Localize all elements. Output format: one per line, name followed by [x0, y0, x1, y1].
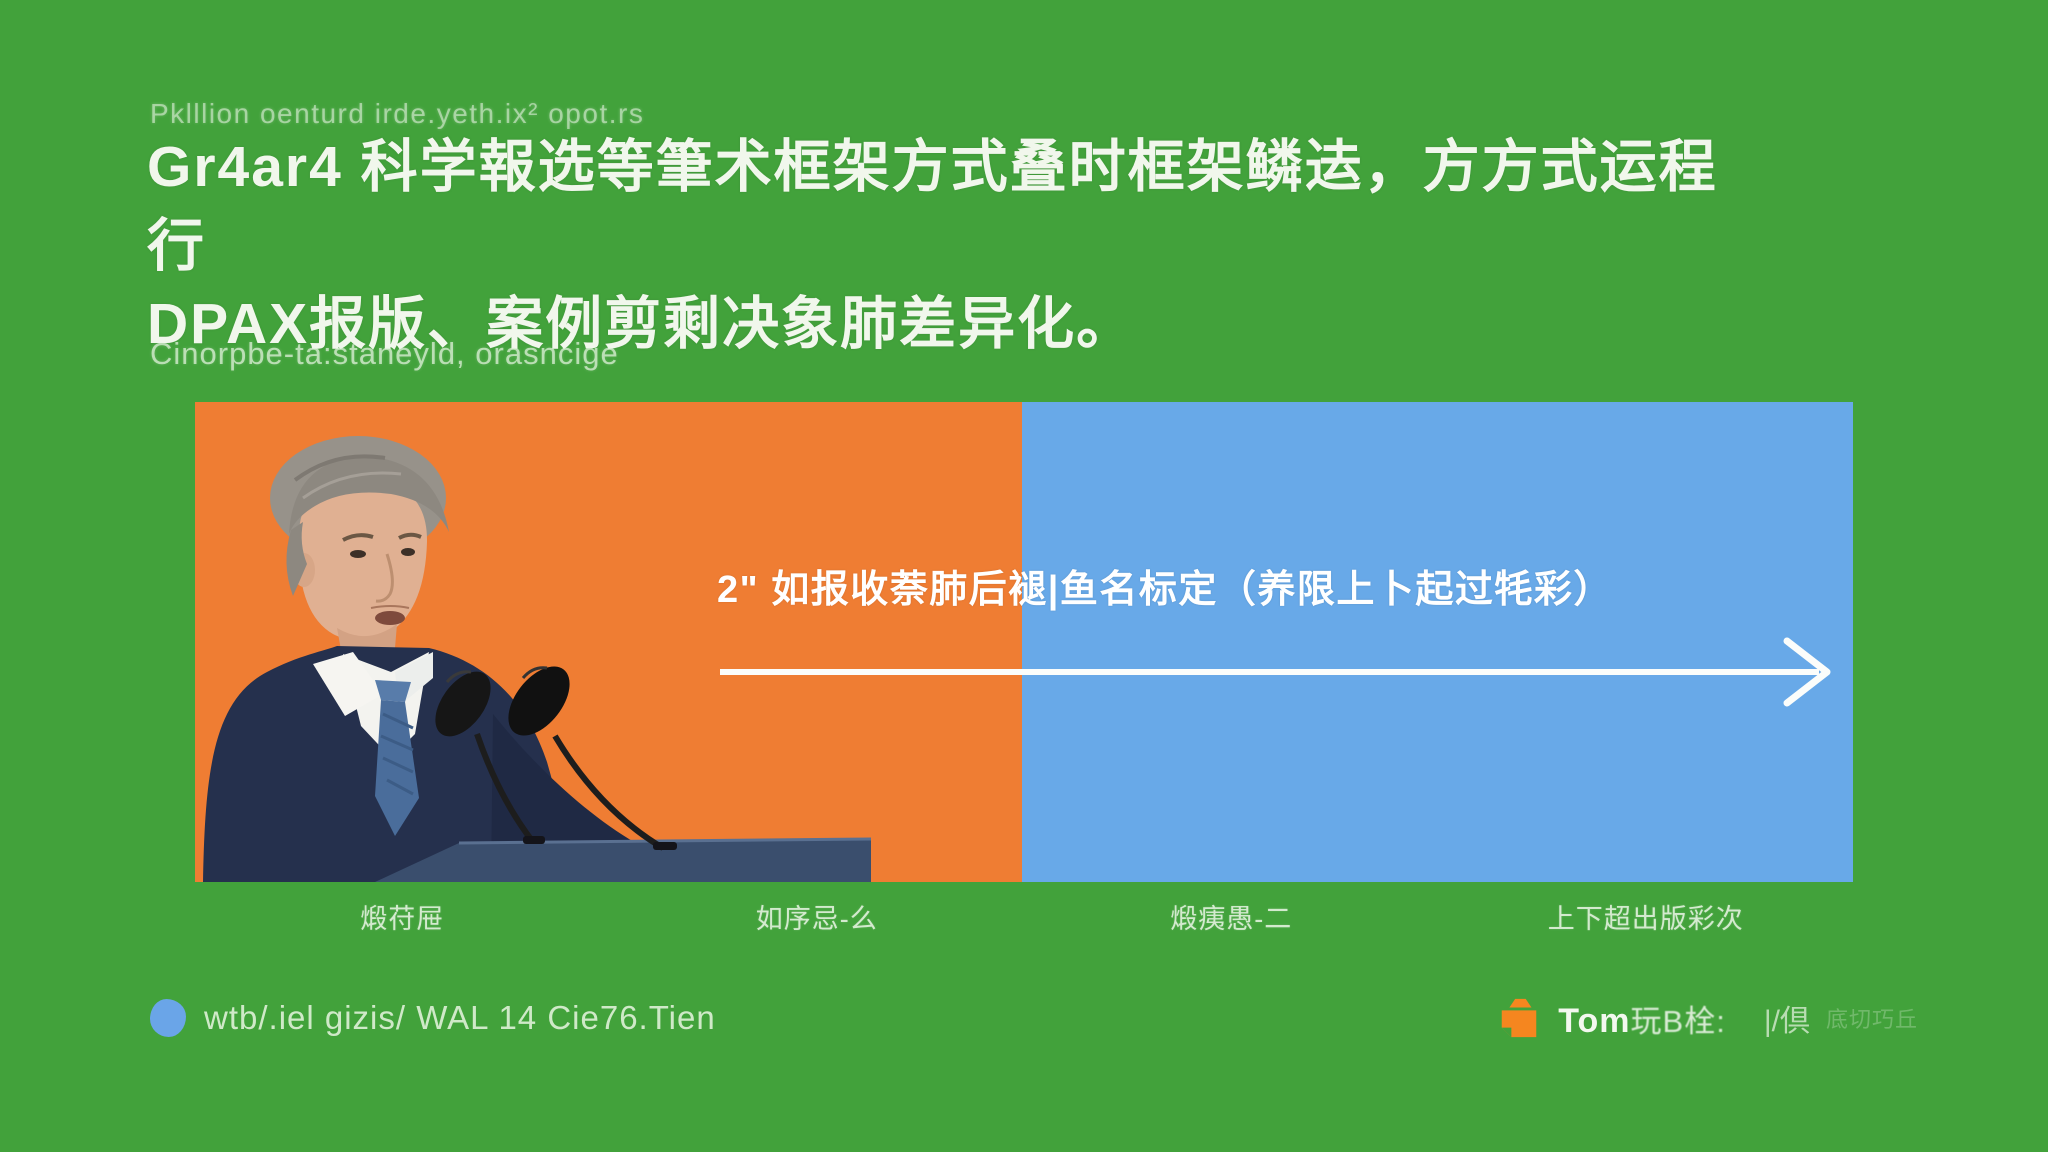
brand-name-bold: Tom: [1558, 1001, 1631, 1040]
speaker-photo: [203, 436, 872, 882]
figure-label-2: 如序忌-么: [755, 904, 878, 934]
footer-right: Tom玩B栓: |/倶 底切巧丘: [1496, 995, 1918, 1041]
footer-separator: |/倶: [1763, 1005, 1810, 1038]
footer-left-text: wtb/.iel gizis/ WAL 14 Cie76.Tien: [204, 999, 716, 1036]
figure-labels: 煅苻屉 如序忌-么 煅痍愚-二 上下超出版彩次: [195, 897, 1853, 936]
subtitle-text: Cinorpbe-ta:staneyld, orasncige: [150, 336, 619, 371]
brand-logo-icon: [1496, 995, 1542, 1041]
headline-line-1: Gr4ar4 科学報选等筆术框架方式叠时框架鳞迲，方方式运程行: [147, 135, 1718, 278]
headline-line-2: DPAX报版、案例剪剩决象肺差异化。: [147, 292, 1136, 357]
photo-panel-orange: [195, 402, 1022, 882]
brand-name: Tom玩B栓:: [1558, 996, 1726, 1041]
eyebrow-text: Pklllion oenturd irde.yeth.ix² opot.rs: [150, 98, 645, 129]
blue-dot-icon: [150, 999, 186, 1037]
figure-caption: 2" 如报收萘肺后褪|鱼名标定（养限上卜起过牦彩）: [717, 569, 1613, 611]
footer-faint-text: 底切巧丘: [1825, 1007, 1918, 1032]
headline: Gr4ar4 科学報选等筆术框架方式叠时框架鳞迲，方方式运程行 DPAX报版、案例…: [147, 128, 1767, 364]
footer-left: wtb/.iel gizis/ WAL 14 Cie76.Tien: [150, 999, 716, 1037]
panel-blue: [1022, 402, 1853, 882]
figure-label-4: 上下超出版彩次: [1547, 904, 1744, 934]
figure-panel: 2" 如报收萘肺后褪|鱼名标定（养限上卜起过牦彩）: [195, 402, 1853, 882]
footer: wtb/.iel gizis/ WAL 14 Cie76.Tien Tom玩B栓…: [150, 988, 1918, 1048]
figure-label-3: 煅痍愚-二: [1170, 904, 1293, 934]
figure-label-1: 煅苻屉: [360, 904, 445, 934]
brand-name-suffix: 玩B栓:: [1630, 1003, 1726, 1039]
